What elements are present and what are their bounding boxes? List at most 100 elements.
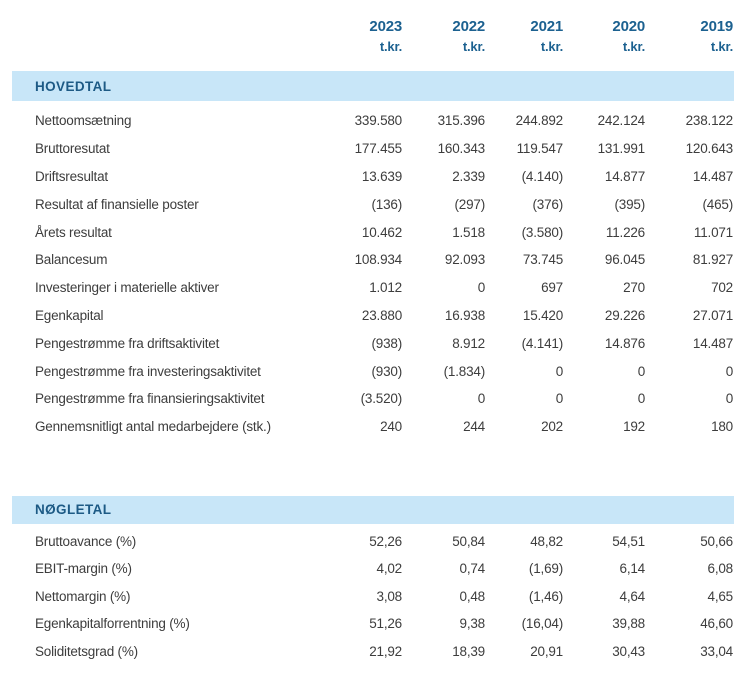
row-value: 702 bbox=[711, 280, 733, 296]
row-value: 6,14 bbox=[619, 561, 646, 577]
row-value: 0 bbox=[637, 391, 646, 407]
unit-label: t.kr. bbox=[710, 39, 733, 54]
row-label: Bruttoresutat bbox=[35, 141, 110, 157]
row-value: 1.012 bbox=[369, 280, 402, 296]
row-value: 270 bbox=[623, 280, 645, 296]
row-value: 14.487 bbox=[692, 335, 733, 351]
row-value: (16,04) bbox=[521, 616, 564, 632]
row-label: Soliditetsgrad (%) bbox=[35, 643, 138, 659]
row-label: Nettomargin (%) bbox=[35, 588, 131, 604]
row-label: Resultat af finansielle poster bbox=[35, 196, 199, 212]
row-value: 13.639 bbox=[361, 168, 402, 184]
row-value: 240 bbox=[380, 419, 402, 435]
row-value: 177.455 bbox=[354, 141, 403, 157]
row-value: (938) bbox=[371, 335, 402, 351]
row-value: 11.071 bbox=[693, 224, 733, 240]
row-value: 27.071 bbox=[692, 307, 733, 323]
row-value: 180 bbox=[711, 419, 733, 435]
column-headers: 2023 t.kr. 2022 t.kr. 2021 t.kr. 2020 t.… bbox=[0, 17, 733, 57]
row-label: Pengestrømme fra investeringsaktivitet bbox=[35, 363, 261, 379]
row-value: 46,60 bbox=[700, 616, 733, 632]
row-value: 23.880 bbox=[361, 307, 402, 323]
row-value: 2.339 bbox=[452, 168, 485, 184]
row-value: 92.093 bbox=[444, 252, 485, 268]
row-value: 202 bbox=[541, 419, 563, 435]
noegletal-table: Bruttoavance (%) 52,26 50,84 48,82 54,51… bbox=[0, 528, 733, 666]
row-value: (136) bbox=[371, 196, 402, 212]
row-value: 119.547 bbox=[516, 141, 564, 157]
row-value: (297) bbox=[454, 196, 485, 212]
row-value: 0 bbox=[477, 391, 486, 407]
row-value: 0,74 bbox=[459, 561, 486, 577]
row-value: 50,84 bbox=[452, 533, 485, 549]
row-value: 120.643 bbox=[685, 141, 734, 157]
row-value: 4,64 bbox=[619, 588, 646, 604]
row-value: 0 bbox=[477, 280, 486, 296]
row-value: 11.226 bbox=[605, 224, 645, 240]
row-value: 9,38 bbox=[459, 616, 486, 632]
row-value: (4.140) bbox=[521, 168, 564, 184]
row-value: 0 bbox=[725, 363, 734, 379]
row-value: 29.226 bbox=[604, 307, 645, 323]
row-value: 242.124 bbox=[597, 113, 646, 129]
row-value: 50,66 bbox=[700, 533, 733, 549]
section-title: NØGLETAL bbox=[35, 502, 112, 518]
row-value: (465) bbox=[702, 196, 733, 212]
row-value: 315.396 bbox=[437, 113, 486, 129]
unit-label: t.kr. bbox=[622, 39, 645, 54]
row-value: (1,69) bbox=[528, 561, 563, 577]
row-label: Årets resultat bbox=[35, 224, 112, 240]
row-value: 15.420 bbox=[522, 307, 563, 323]
row-value: 6,08 bbox=[707, 561, 734, 577]
row-value: 48,82 bbox=[530, 533, 563, 549]
row-value: 10.462 bbox=[361, 224, 402, 240]
row-value: (930) bbox=[371, 363, 402, 379]
row-value: 30,43 bbox=[612, 643, 645, 659]
row-label: Investeringer i materielle aktiver bbox=[35, 280, 219, 296]
row-value: 244.892 bbox=[515, 113, 564, 129]
year-column-2022: 2022 t.kr. bbox=[402, 17, 485, 57]
row-value: 131.991 bbox=[597, 141, 646, 157]
year-column-2019: 2019 t.kr. bbox=[645, 17, 733, 57]
row-label: Pengestrømme fra finansieringsaktivitet bbox=[35, 391, 265, 407]
year-label: 2021 bbox=[530, 18, 563, 35]
row-value: 4,65 bbox=[707, 588, 734, 604]
row-value: 14.487 bbox=[692, 168, 733, 184]
row-value: (3.520) bbox=[360, 391, 403, 407]
row-value: (4.141) bbox=[521, 335, 564, 351]
row-value: 33,04 bbox=[700, 643, 733, 659]
row-value: 51,26 bbox=[369, 616, 402, 632]
year-label: 2019 bbox=[700, 18, 733, 35]
row-value: 14.877 bbox=[604, 168, 645, 184]
row-value: (1,46) bbox=[528, 588, 563, 604]
row-value: 160.343 bbox=[437, 141, 486, 157]
row-label: Bruttoavance (%) bbox=[35, 533, 137, 549]
row-label: Gennemsnitligt antal medarbejdere (stk.) bbox=[35, 419, 271, 435]
row-value: 73.745 bbox=[522, 252, 563, 268]
row-value: 18,39 bbox=[452, 643, 485, 659]
year-column-2021: 2021 t.kr. bbox=[485, 17, 563, 57]
section-header-hovedtal: HOVEDTAL bbox=[12, 71, 734, 101]
row-value: 244 bbox=[463, 419, 485, 435]
year-label: 2023 bbox=[369, 18, 402, 35]
row-value: 339.580 bbox=[354, 113, 403, 129]
row-value: 697 bbox=[541, 280, 563, 296]
row-value: 0,48 bbox=[459, 588, 486, 604]
year-column-2020: 2020 t.kr. bbox=[563, 17, 645, 57]
row-value: 0 bbox=[637, 363, 646, 379]
hovedtal-table: Nettoomsætning 339.580 315.396 244.892 2… bbox=[0, 107, 733, 441]
row-value: 1.518 bbox=[452, 224, 485, 240]
row-label: Egenkapital bbox=[35, 307, 104, 323]
row-value: 192 bbox=[623, 419, 645, 435]
year-label: 2020 bbox=[612, 18, 645, 35]
row-label: Pengestrømme fra driftsaktivitet bbox=[35, 335, 220, 351]
year-label: 2022 bbox=[452, 18, 485, 35]
row-value: 39,88 bbox=[612, 616, 645, 632]
row-value: 14.876 bbox=[604, 335, 645, 351]
unit-label: t.kr. bbox=[379, 39, 402, 54]
row-label: Nettoomsætning bbox=[35, 113, 132, 129]
row-value: 0 bbox=[555, 363, 564, 379]
row-label: Balancesum bbox=[35, 252, 108, 268]
row-value: 52,26 bbox=[369, 533, 402, 549]
